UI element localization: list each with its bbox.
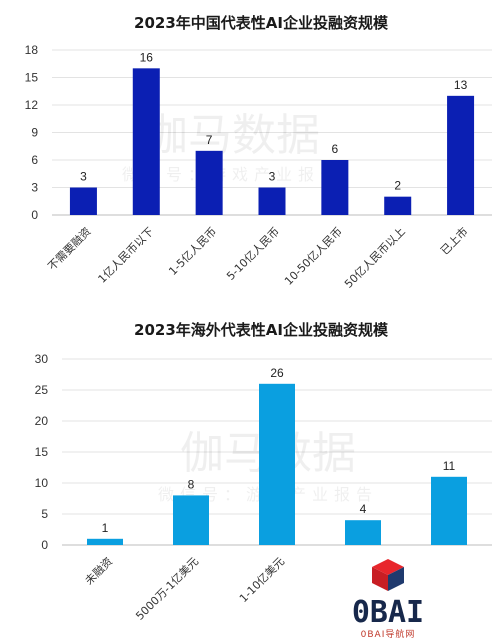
chart-1-bar <box>258 187 286 215</box>
chart-1-data-label: 7 <box>206 133 213 147</box>
chart-1-category-label: 10-50亿人民币 <box>282 225 345 288</box>
chart-2-data-label: 26 <box>270 366 284 380</box>
chart-2-y-tick-label: 15 <box>35 445 49 459</box>
chart-2-data-labels: 1 8 26 4 11 <box>102 366 456 535</box>
chart-2-data-label: 8 <box>188 477 195 491</box>
chart-1-y-tick-label: 15 <box>25 71 39 85</box>
chart-1-data-labels: 3 16 7 3 6 2 13 <box>80 50 467 192</box>
chart-2-bar <box>173 495 209 545</box>
chart-2-x-axis: 未融资 5000万-1亿美元 1-10亿美元 <box>83 555 288 623</box>
chart-2-y-axis: 0 5 10 15 20 25 30 <box>35 352 49 552</box>
chart-2-bar <box>259 383 295 545</box>
chart-1-watermark: 伽马数据 微信号：游戏产业报告 <box>122 110 342 184</box>
chart-1-category-label: 5-10亿人民币 <box>224 225 282 283</box>
logo-subtext: 0BAI导航网 <box>361 628 416 640</box>
cube-icon <box>372 559 404 591</box>
chart-1-data-label: 2 <box>394 179 401 193</box>
chart-2-category-label: 未融资 <box>83 555 116 588</box>
chart-2-bar <box>345 520 381 545</box>
chart-1-bars <box>69 68 475 215</box>
chart-1-bar <box>384 196 412 215</box>
chart-1-bar <box>132 68 160 215</box>
chart-1-bar <box>321 160 349 215</box>
chart-1-y-tick-label: 6 <box>31 153 38 167</box>
chart-1-category-label: 已上市 <box>437 224 470 257</box>
chart-2-bar <box>431 476 467 545</box>
chart-2-data-label: 11 <box>443 459 456 473</box>
chart-1-title: 2023年中国代表性AI企业投融资规模 <box>134 14 389 32</box>
chart-1-x-axis: 不需要融资 1亿人民币以下 1-5亿人民币 5-10亿人民币 10-50亿人民币50亿人… <box>45 224 470 290</box>
chart-2-y-tick-label: 10 <box>35 476 49 490</box>
chart-1: 2023年中国代表性AI企业投融资规模 伽马数据 微信号：游戏产业报告 0 3 6 9… <box>25 14 492 291</box>
chart-2-y-tick-label: 25 <box>35 383 49 397</box>
chart-1-y-tick-label: 3 <box>31 181 38 195</box>
chart-1-category-label: 1-5亿人民币 <box>166 225 219 278</box>
chart-1-category-label: 不需要融资 <box>45 225 93 273</box>
chart-2-data-label: 4 <box>360 502 367 516</box>
chart-2-y-tick-label: 0 <box>41 538 48 552</box>
watermark-main: 伽马数据 <box>144 110 320 161</box>
chart-1-y-axis: 0 3 6 9 12 15 18 <box>25 43 39 222</box>
chart-2: 2023年海外代表性AI企业投融资规模 伽马数据 微信号：游戏产业报告 0510… <box>35 321 492 623</box>
chart-2-y-tick-label: 5 <box>41 507 48 521</box>
chart-2-title: 2023年海外代表性AI企业投融资规模 <box>134 321 389 339</box>
chart-1-data-label: 6 <box>332 142 339 156</box>
chart-1-bar <box>195 150 223 215</box>
watermark-sub: 微信号：游戏产业报告 <box>122 165 342 184</box>
chart-1-y-tick-label: 12 <box>25 98 39 112</box>
chart-1-category-label: 50亿人民币以上 <box>342 225 408 291</box>
chart-2-category-label: 1-10亿美元 <box>237 555 287 605</box>
chart-2-y-tick-label: 30 <box>35 352 49 366</box>
chart-1-data-label: 3 <box>80 170 87 184</box>
chart-1-bar <box>69 187 97 215</box>
logo: 0BAI 0BAI导航网 <box>352 559 424 640</box>
chart-1-y-tick-label: 9 <box>31 126 38 140</box>
chart-1-y-tick-label: 0 <box>31 208 38 222</box>
chart-2-data-label: 1 <box>102 521 109 535</box>
chart-2-bar <box>87 538 123 545</box>
chart-1-bar <box>447 95 475 215</box>
chart-2-bars <box>87 383 467 545</box>
chart-1-data-label: 3 <box>269 170 276 184</box>
chart-1-data-label: 16 <box>140 50 154 64</box>
chart-2-y-tick-label: 20 <box>35 414 49 428</box>
chart-2-category-label: 5000万-1亿美元 <box>133 555 201 623</box>
chart-1-y-tick-label: 18 <box>25 43 39 57</box>
chart-1-gridlines <box>52 49 492 216</box>
chart-1-data-label: 13 <box>454 78 468 92</box>
logo-text: 0BAI <box>352 595 424 630</box>
chart-1-category-label: 1亿人民币以下 <box>96 225 157 286</box>
